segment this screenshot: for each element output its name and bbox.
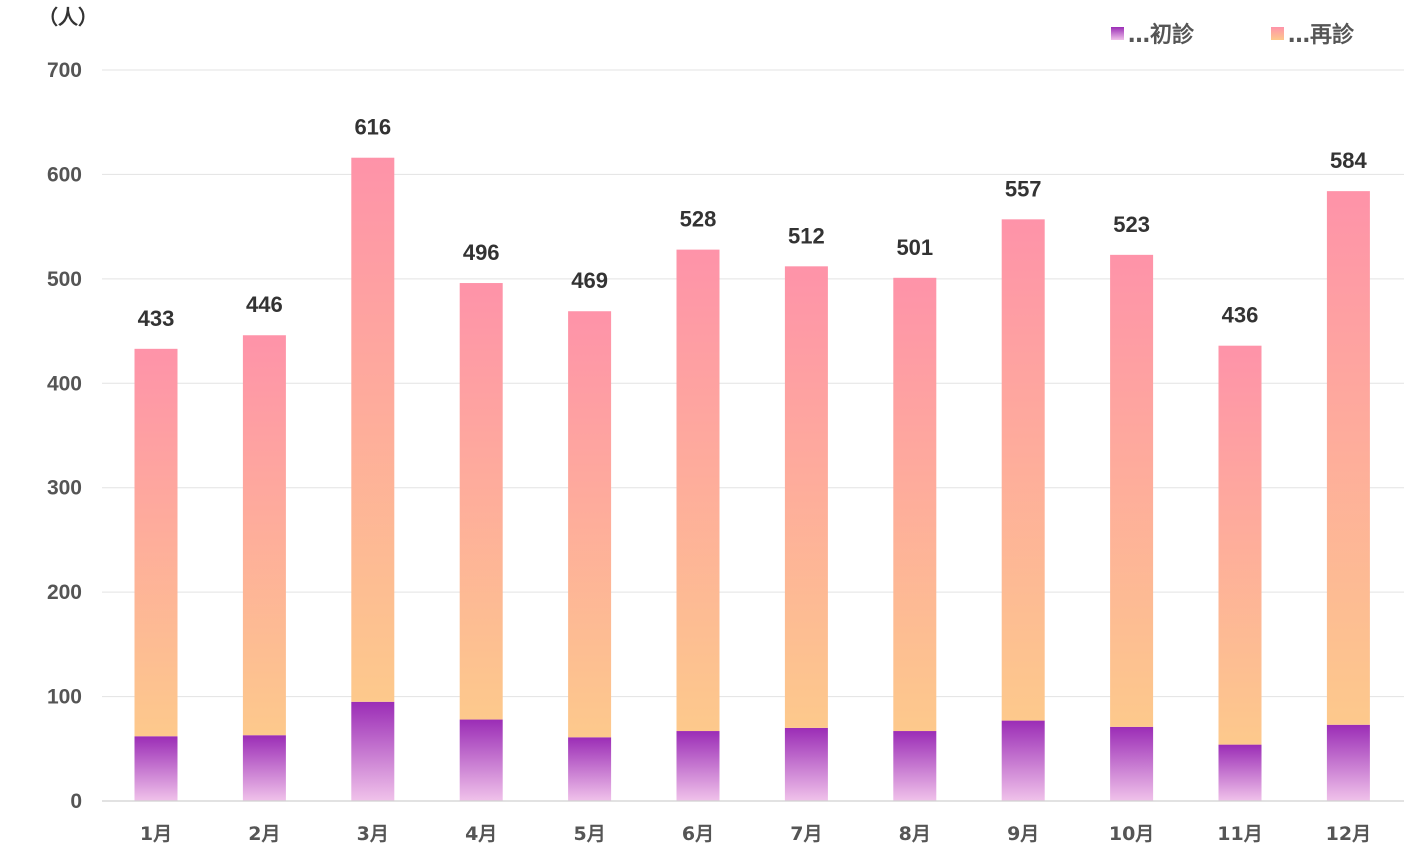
y-tick-label: 0 <box>70 790 82 813</box>
x-tick-label: 4月 <box>465 823 497 845</box>
bar-first-visit <box>242 735 286 801</box>
x-tick-label: 8月 <box>899 823 931 845</box>
y-tick-label: 600 <box>47 163 82 186</box>
grid-lines <box>102 69 1404 698</box>
x-tick-label: 5月 <box>573 823 605 845</box>
y-tick-label: 200 <box>47 581 82 604</box>
x-axis-ticks: 1月 2月 3月 4月 5月 6月 7月 8月 9月 10月 11月 12月 <box>140 823 1371 845</box>
bar-total-label: 501 <box>896 235 933 260</box>
bar-revisit <box>1001 219 1045 721</box>
bar-total-label: 584 <box>1330 148 1367 173</box>
x-tick-label: 9月 <box>1007 823 1039 845</box>
bar-total-label: 436 <box>1222 303 1259 328</box>
x-tick-label: 6月 <box>682 823 714 845</box>
bar-first-visit <box>459 719 503 801</box>
bar-total-label: 446 <box>246 292 283 317</box>
y-tick-label: 700 <box>47 59 82 82</box>
y-tick-label: 400 <box>47 372 82 395</box>
legend-label-revisit: …再診 <box>1288 22 1355 48</box>
bar-first-visit <box>1001 720 1045 801</box>
legend-label-first-visit: …初診 <box>1128 22 1195 48</box>
y-tick-label: 100 <box>47 686 82 709</box>
bar-revisit <box>351 157 395 702</box>
bar-revisit <box>1110 254 1154 727</box>
x-tick-label: 2月 <box>248 823 280 845</box>
bar-revisit <box>459 283 503 720</box>
x-tick-label: 10月 <box>1109 823 1154 845</box>
bar-first-visit <box>1110 726 1154 801</box>
total-labels: 433 446 616 496 469 528 512 501 557 523 436 584 <box>138 115 1368 331</box>
bars <box>134 157 1370 801</box>
bar-revisit <box>893 277 937 732</box>
y-axis-ticks: 0 100 200 300 400 500 600 700 <box>47 59 82 813</box>
y-axis-unit: （人） <box>38 5 98 29</box>
bar-first-visit <box>784 727 828 801</box>
bar-first-visit <box>351 701 395 801</box>
legend: …初診 …再診 <box>1111 22 1355 48</box>
x-tick-label: 7月 <box>790 823 822 845</box>
bar-revisit <box>784 266 828 728</box>
legend-swatch-first-visit <box>1111 27 1124 40</box>
bar-revisit <box>1326 191 1370 725</box>
bar-first-visit <box>134 736 178 801</box>
legend-swatch-revisit <box>1271 27 1284 40</box>
bar-first-visit <box>1326 724 1370 801</box>
bar-total-label: 528 <box>680 207 717 232</box>
bar-first-visit <box>1218 744 1262 801</box>
x-tick-label: 1月 <box>140 823 172 845</box>
bar-total-label: 616 <box>354 115 391 140</box>
bar-first-visit <box>568 737 612 801</box>
bar-total-label: 512 <box>788 223 825 248</box>
bar-total-label: 433 <box>138 306 175 331</box>
bar-first-visit <box>676 731 720 801</box>
y-tick-label: 500 <box>47 268 82 291</box>
x-tick-label: 12月 <box>1326 823 1371 845</box>
bar-revisit <box>676 249 720 732</box>
bar-revisit <box>568 311 612 738</box>
bar-revisit <box>242 335 286 736</box>
bar-first-visit <box>893 731 937 801</box>
bar-total-label: 557 <box>1005 176 1042 201</box>
bar-total-label: 496 <box>463 240 500 265</box>
x-tick-label: 3月 <box>357 823 389 845</box>
x-tick-label: 11月 <box>1217 823 1262 845</box>
bar-revisit <box>134 348 178 737</box>
bar-total-label: 523 <box>1113 212 1150 237</box>
y-tick-label: 300 <box>47 477 82 500</box>
bar-total-label: 469 <box>571 268 608 293</box>
bar-revisit <box>1218 345 1262 745</box>
